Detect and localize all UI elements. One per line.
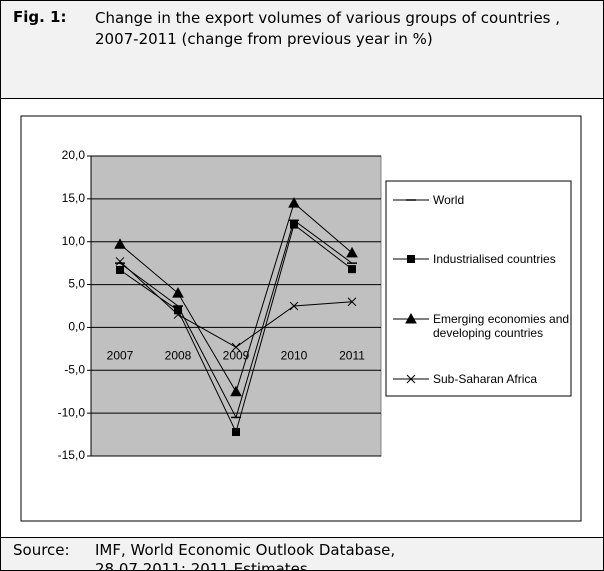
legend-label: Industrialised countries — [433, 252, 556, 266]
marker — [407, 255, 415, 263]
marker — [348, 265, 356, 274]
fig-label: Fig. 1: — [13, 8, 67, 26]
marker — [115, 257, 125, 266]
legend-label: World — [433, 193, 465, 207]
marker — [346, 246, 358, 258]
source-label: Source: — [13, 541, 70, 559]
y-tick-label: 0,0 — [68, 320, 85, 334]
marker — [288, 197, 300, 208]
source-text: IMF, World Economic Outlook Database, 28… — [95, 541, 396, 571]
x-tick-label: 2007 — [107, 349, 134, 363]
y-tick-label: 10,0 — [62, 234, 86, 248]
y-tick-label: 20,0 — [62, 148, 86, 162]
marker — [173, 310, 183, 319]
legend-label: Sub-Saharan Africa — [433, 372, 538, 386]
y-tick-label: 5,0 — [68, 277, 85, 291]
x-tick-label: 2009 — [223, 349, 250, 363]
x-tick-label: 2010 — [281, 349, 308, 363]
header: Fig. 1: Change in the export volumes of … — [1, 1, 603, 99]
marker — [405, 312, 417, 324]
marker — [114, 238, 126, 249]
legend-box — [385, 180, 572, 397]
marker — [231, 342, 241, 352]
y-tick-label: -10,0 — [58, 405, 86, 419]
legend-label: Emerging economies and developing countr… — [433, 312, 570, 340]
marker — [116, 266, 124, 274]
y-tick-label: -5,0 — [64, 362, 85, 376]
marker — [174, 306, 182, 315]
x-tick-label: 2011 — [339, 349, 365, 363]
footer: Source: IMF, World Economic Outlook Data… — [1, 537, 603, 571]
marker — [172, 287, 184, 298]
y-tick-label: -15,0 — [58, 448, 86, 462]
marker — [230, 385, 242, 397]
fig-title: Change in the export volumes of various … — [95, 9, 561, 48]
marker — [406, 374, 416, 384]
plot-area — [90, 155, 382, 457]
marker — [347, 297, 357, 307]
marker — [289, 301, 299, 311]
chart: -15,0 -10,0 -5,0 0,0 5,0 10,0 15,0 20,0 2007 2008… — [20, 115, 582, 522]
x-tick-label: 2008 — [165, 349, 192, 363]
y-tick-label: 15,0 — [62, 191, 86, 205]
marker — [290, 220, 298, 229]
marker — [232, 428, 240, 436]
